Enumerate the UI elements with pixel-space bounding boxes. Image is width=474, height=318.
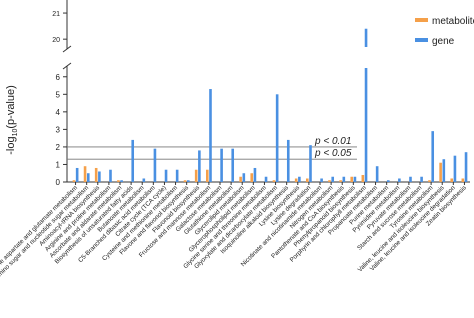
bar [386,180,390,182]
bar [117,180,120,182]
bar [72,180,76,182]
bar [453,155,457,182]
bar [242,173,246,182]
bar [409,176,412,182]
bar [339,180,342,182]
bar [194,169,198,182]
bar [439,162,442,182]
y-tick-label: 21 [52,11,60,18]
bar [320,178,323,182]
bar [239,176,242,182]
bar [294,178,298,182]
bar [86,173,90,182]
bar [220,148,223,182]
bar [342,176,346,182]
threshold-label: p < 0.01 [314,136,351,147]
bar [442,159,446,182]
y-label-sub: 10 [12,129,19,137]
axis-break [62,62,72,70]
bar [186,180,190,182]
y-axis-label: -log10(p-value) [5,85,19,155]
bar [464,152,468,182]
bar-lower [364,68,368,182]
bar [205,169,209,182]
y-tick-label: 3 [56,125,61,134]
y-label-part: (p-value) [5,85,17,128]
y-label-part: -log [5,136,17,154]
bar [309,145,312,182]
bar [183,180,187,182]
bar [461,178,465,182]
legend-label: metabolite [432,16,474,27]
legend-label: gene [432,36,455,47]
bar [164,169,168,182]
bar [350,176,354,182]
y-tick-label: 1 [56,160,61,169]
bar [109,169,112,182]
threshold-label: p < 0.05 [314,148,352,159]
y-tick-label: 20 [52,37,60,44]
bar [250,173,254,182]
bar [94,167,98,182]
bar [286,139,290,182]
bar [361,174,365,182]
y-tick-label: 6 [56,73,61,82]
bar [153,148,157,182]
bar [98,171,101,182]
y-tick-label: 4 [56,108,61,117]
bar [272,180,276,182]
bar [142,178,146,182]
bar [198,150,201,182]
bar [305,178,309,182]
bar [83,166,87,182]
bar [431,131,435,182]
bar [209,89,212,182]
bar [398,178,401,182]
bar [420,176,423,182]
bar [264,176,268,182]
y-tick-label: 2 [56,143,61,152]
bar [175,169,179,182]
bar [331,176,335,182]
bar [353,176,357,182]
bar-upper [364,28,368,47]
bar [375,166,379,182]
bar [253,167,257,182]
bar [75,167,79,182]
bar [131,139,135,182]
bar [328,180,331,182]
bar [428,180,431,182]
bar [450,178,454,182]
bar [120,180,123,182]
axis-break [62,45,72,53]
bar [231,148,235,182]
y-tick-label: 5 [56,90,61,99]
y-tick-label: 0 [56,178,61,187]
bar [298,176,301,182]
bar [275,94,279,182]
